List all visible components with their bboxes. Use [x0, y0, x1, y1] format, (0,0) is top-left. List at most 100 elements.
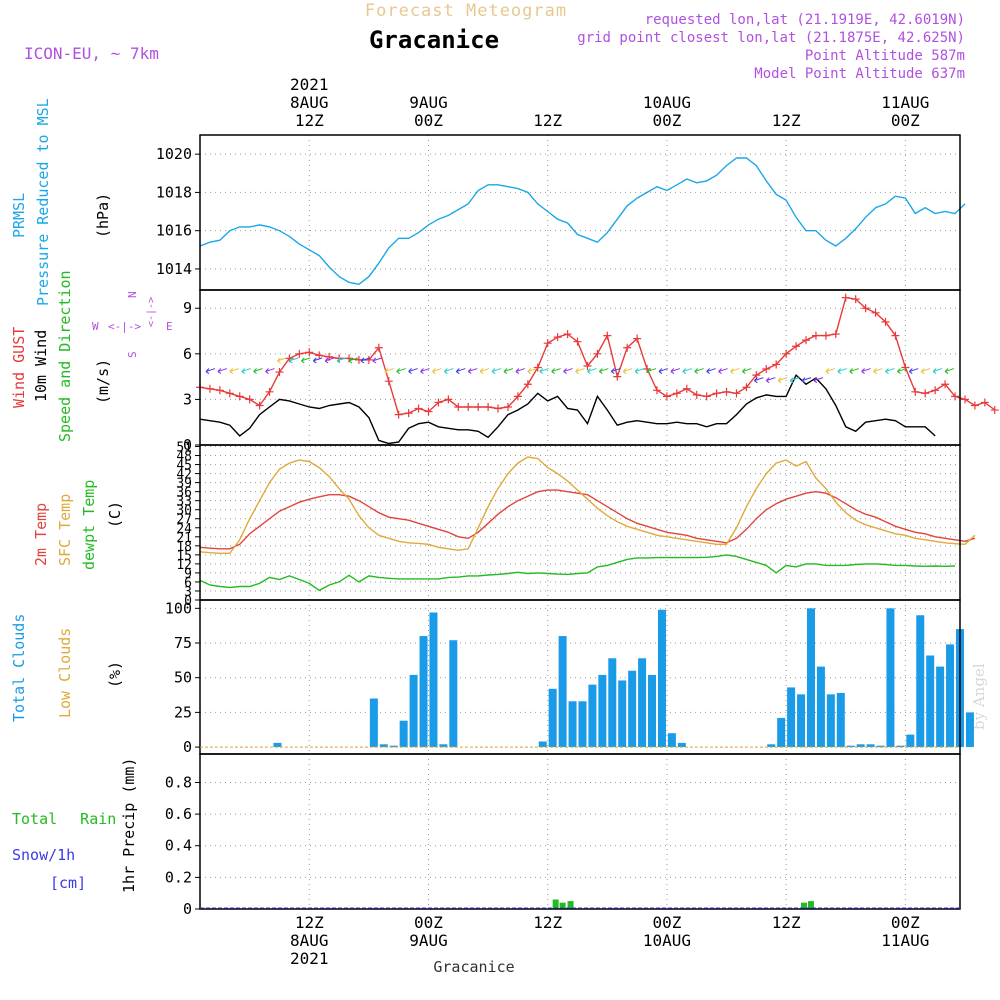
temp-label-4: (C): [106, 501, 124, 528]
bar-total_clouds: [826, 694, 835, 748]
wind-direction-arrow: [420, 368, 430, 374]
wind-direction-arrow: [634, 368, 645, 374]
wind-direction-arrow: [944, 368, 955, 374]
y-tick-label: 0: [183, 738, 192, 756]
gust-point: [444, 395, 453, 404]
wind-direction-arrow: [825, 368, 836, 374]
y-tick-label: 18: [176, 540, 192, 555]
y-tick-label: 1018: [156, 183, 192, 201]
gust-point: [583, 361, 592, 370]
watermark: by Angel: [970, 663, 988, 730]
bar-total_clouds: [816, 666, 825, 748]
bar-total_clouds: [787, 687, 796, 748]
bar-total_clouds: [638, 658, 647, 748]
gust-point: [484, 403, 493, 412]
wind-direction-arrow: [253, 368, 263, 374]
y-tick-label: 3: [184, 585, 192, 600]
gust-point: [931, 386, 940, 395]
wind-direction-arrow: [503, 368, 514, 374]
x-time-label-top: 9AUG: [409, 93, 448, 112]
y-tick-label: 1020: [156, 145, 192, 163]
bar-total_clouds: [797, 694, 806, 748]
panel-frame: [199, 289, 961, 446]
wind-direction-arrow: [360, 357, 371, 364]
x-time-label-bottom: 12Z: [772, 913, 801, 932]
bar-total_clouds: [389, 745, 398, 748]
x-time-label-bottom: 11AUG: [881, 931, 929, 950]
gust-point: [494, 404, 503, 413]
wind-direction-arrow: [610, 368, 621, 374]
bar-total_clouds: [667, 733, 676, 748]
x-time-label-top: 12Z: [295, 111, 324, 130]
wind-direction-arrow: [658, 368, 669, 374]
bar-total_clouds: [598, 674, 607, 748]
wind-label-2: 10m Wind: [32, 330, 50, 402]
gust-point: [404, 409, 413, 418]
x-time-label-top: 12Z: [533, 111, 562, 130]
x-time-label-bottom: 12Z: [533, 913, 562, 932]
y-tick-label: 48: [176, 450, 192, 465]
series-line-wind: [199, 373, 936, 445]
gust-point: [454, 403, 463, 412]
wind-direction-arrow: [932, 368, 943, 374]
gust-point: [315, 351, 324, 360]
y-tick-label: 9: [183, 299, 192, 317]
bar-total_clouds: [548, 688, 557, 748]
compass-w: W: [92, 320, 99, 333]
y-tick-label: 0: [183, 900, 192, 918]
bar-rain: [567, 901, 574, 909]
bar-rain: [801, 902, 808, 909]
wind-direction-arrow: [324, 357, 335, 364]
wind-direction-arrow: [491, 368, 502, 374]
gust-point: [513, 392, 522, 401]
gust-point: [305, 348, 314, 357]
wind-direction-arrow: [718, 368, 728, 374]
bar-total_clouds: [856, 744, 865, 748]
wind-direction-arrow: [920, 368, 931, 374]
gust-point: [245, 395, 254, 404]
wind-direction-arrow: [801, 377, 812, 384]
gust-point: [941, 380, 950, 389]
wind-direction-arrow: [312, 357, 323, 364]
bar-total_clouds: [369, 698, 378, 748]
bar-total_clouds: [886, 608, 895, 748]
bar-total_clouds: [648, 674, 657, 748]
wind-direction-arrow: [742, 368, 752, 374]
x-time-label-top: 2021: [290, 75, 329, 94]
pressure-labels: PRMSL Pressure Reduced to MSL (hPa): [10, 98, 112, 306]
wind-direction-arrow: [622, 368, 633, 374]
bar-total_clouds: [836, 692, 845, 748]
gust-point: [523, 380, 532, 389]
gust-point: [424, 407, 433, 416]
x-time-label-top: 00Z: [652, 111, 681, 130]
wind-direction-arrow: [515, 368, 526, 374]
bar-total_clouds: [657, 609, 666, 748]
snow-unit-label: [cm]: [50, 874, 86, 892]
wind-direction-arrow: [551, 368, 561, 374]
gust-point: [911, 387, 920, 396]
wind-direction-arrow: [730, 368, 740, 374]
x-time-label-bottom: 12Z: [295, 913, 324, 932]
panel-wind: [195, 289, 999, 446]
gust-point: [255, 401, 264, 410]
gust-point: [215, 386, 224, 395]
compass-arrows-v: <-|->: [146, 297, 157, 327]
bar-total_clouds: [419, 636, 428, 748]
bar-total_clouds: [777, 717, 786, 748]
bar-total_clouds: [273, 742, 282, 748]
series-line-t2m: [199, 489, 976, 550]
gust-point: [841, 293, 850, 302]
wind-direction-arrow: [217, 368, 228, 374]
gust-point: [980, 398, 989, 407]
y-tick-label: 25: [174, 703, 192, 721]
bar-total_clouds: [965, 712, 974, 748]
model-label: ICON-EU, ~ 7km: [24, 44, 159, 63]
y-tick-label: 1016: [156, 222, 192, 240]
temp-label-1: 2m Temp: [32, 503, 50, 566]
wind-direction-arrow: [539, 368, 549, 374]
bar-total_clouds: [946, 644, 955, 748]
gust-point: [921, 389, 930, 398]
gust-point: [742, 383, 751, 392]
gust-point: [553, 333, 562, 342]
gust-point: [871, 308, 880, 317]
